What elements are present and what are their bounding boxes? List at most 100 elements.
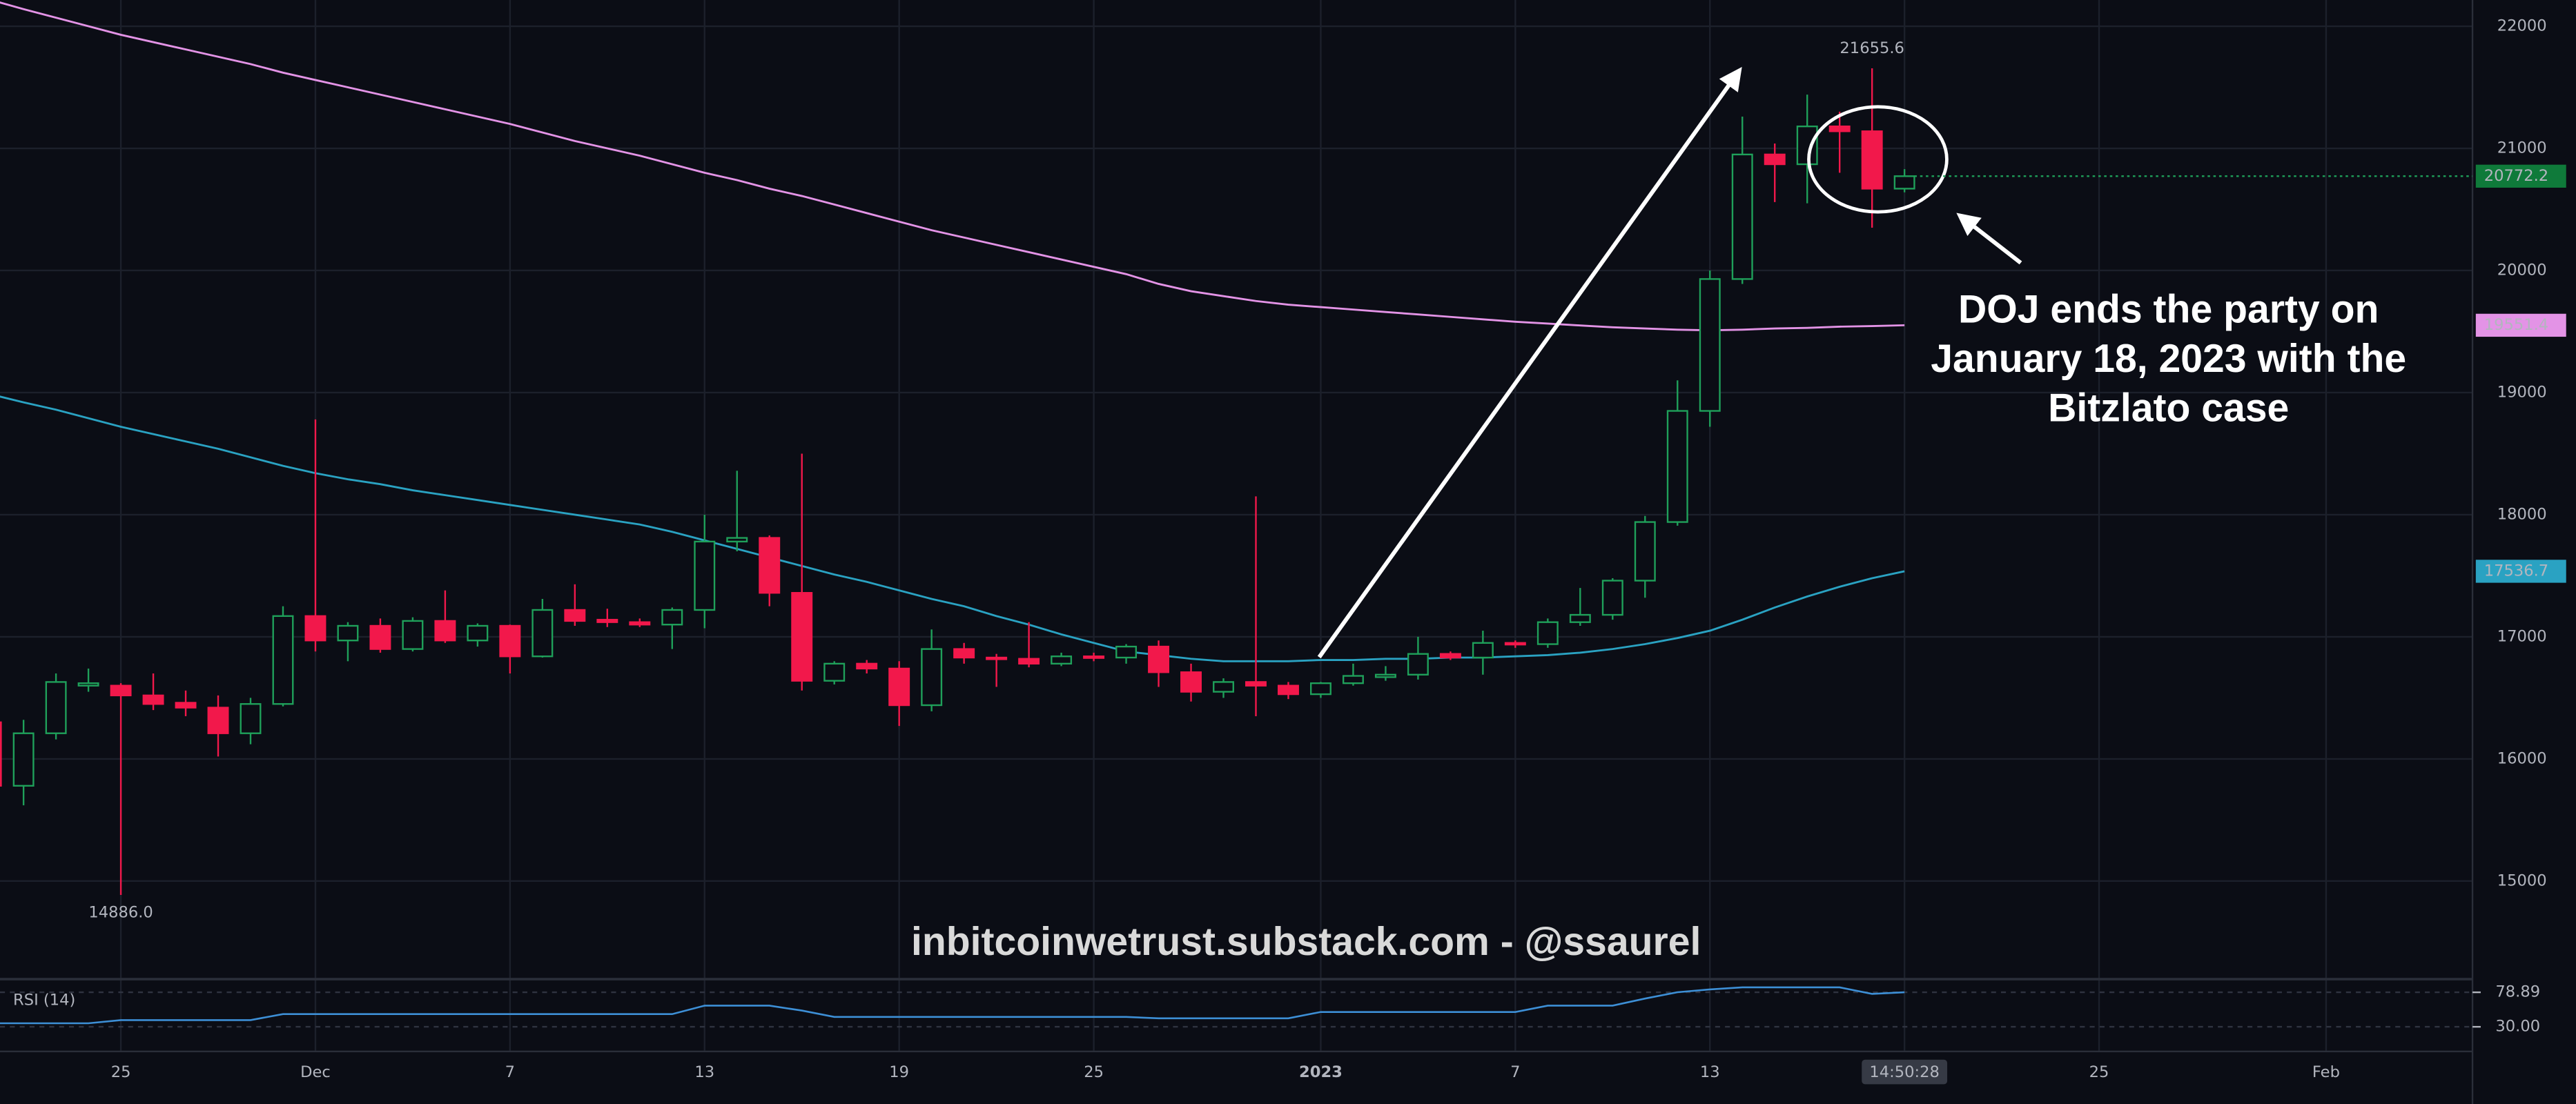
watermark: inbitcoinwetrust.substack.com - @ssaurel — [911, 920, 1701, 964]
rsi-line — [0, 986, 1905, 1025]
candle-body — [953, 648, 975, 659]
candle-body — [629, 621, 651, 626]
candle-body — [1083, 656, 1105, 659]
candle-body — [1504, 642, 1526, 646]
price-label: 19551.4 — [2484, 316, 2548, 334]
candle-body — [1148, 645, 1170, 673]
price-label-box — [2475, 313, 2566, 337]
candle-body — [272, 615, 294, 705]
highlight-circle — [1807, 105, 1949, 214]
pointer-arrow — [1956, 213, 2022, 265]
y-tick-label: 19000 — [2497, 383, 2547, 401]
candle-body — [77, 682, 99, 687]
x-tick-label: 25 — [1084, 1063, 1104, 1081]
trend-arrow — [1317, 67, 1742, 659]
candle-body — [1699, 278, 1721, 412]
candle-body — [726, 537, 748, 543]
candle-body — [1115, 645, 1138, 659]
candle-body — [1342, 675, 1364, 684]
x-tick-label: 7 — [1510, 1063, 1520, 1081]
candle-body — [1439, 653, 1461, 659]
candle-body — [45, 681, 67, 734]
y-tick-label: 16000 — [2497, 749, 2547, 767]
candle-body — [1245, 681, 1267, 687]
y-tick-label: 15000 — [2497, 871, 2547, 889]
x-tick-label: 25 — [2089, 1063, 2109, 1081]
candle-body — [694, 540, 716, 611]
candle-body — [110, 684, 132, 697]
x-tick-label: 13 — [1700, 1063, 1720, 1081]
candle-body — [856, 662, 878, 670]
annotation-line: DOJ ends the party on — [1958, 287, 2379, 331]
candle-body — [1536, 621, 1559, 645]
annotation-line: Bitzlato case — [2048, 386, 2289, 430]
high-label: 21655.6 — [1840, 39, 1904, 57]
candle-body — [142, 694, 164, 705]
candle-body — [1018, 658, 1040, 665]
x-tick-label: 25 — [111, 1063, 131, 1081]
x-tick-label: 14:50:28 — [1869, 1063, 1940, 1081]
candle-body — [1180, 671, 1202, 693]
annotation-line: January 18, 2023 with the — [1931, 337, 2406, 381]
candle-body — [759, 537, 781, 594]
price-label-box — [2475, 560, 2566, 583]
candle-body — [1828, 125, 1851, 132]
candle-body — [1764, 153, 1786, 166]
candle-body — [823, 662, 846, 682]
candle-body — [434, 620, 456, 642]
current-price-label: 20772.2 — [2484, 167, 2548, 185]
candle-body — [1374, 673, 1396, 678]
candle-body — [1731, 153, 1753, 280]
candle-body — [661, 609, 683, 626]
candle-body — [1213, 681, 1234, 693]
y-tick-label: 17000 — [2497, 627, 2547, 645]
candle-body — [12, 732, 35, 787]
candle-body — [207, 707, 229, 734]
candle-body — [1278, 684, 1299, 696]
rsi-tick-label: 30.00 — [2495, 1018, 2540, 1036]
candle-body — [1634, 521, 1656, 582]
candle-body — [1601, 580, 1623, 616]
candle-body — [1051, 656, 1073, 665]
x-tick-label: Feb — [2312, 1063, 2340, 1081]
crosshair-time-box — [1862, 1059, 1948, 1085]
moving-average — [0, 1, 1905, 332]
candle-body — [791, 592, 813, 682]
y-tick-label: 20000 — [2497, 261, 2547, 279]
candle-body — [304, 615, 326, 642]
candle-body — [1796, 125, 1818, 166]
x-tick-label: 13 — [694, 1063, 714, 1081]
marks — [0, 1, 1915, 1025]
rsi-title: RSI (14) — [13, 991, 75, 1009]
candle-body — [1309, 682, 1331, 696]
rsi-tick-label: 78.89 — [2495, 983, 2540, 1001]
y-tick-label: 21000 — [2497, 139, 2547, 157]
candle-body — [888, 667, 910, 707]
current-price-box — [2475, 164, 2566, 188]
candle-body — [564, 609, 586, 622]
annotations: DOJ ends the party on January 18, 2023 w… — [13, 17, 2566, 1085]
candle-body — [531, 609, 554, 658]
candle-body — [240, 703, 262, 734]
x-tick-label: 2023 — [1299, 1063, 1343, 1081]
candle-body — [1666, 410, 1688, 523]
price-label: 17536.7 — [2484, 562, 2548, 580]
y-tick-label: 18000 — [2497, 505, 2547, 523]
x-tick-label: 7 — [505, 1063, 515, 1081]
candle-body — [467, 624, 489, 642]
candle-body — [1893, 175, 1915, 190]
low-label: 14886.0 — [88, 904, 153, 922]
candle-body — [175, 702, 197, 709]
x-tick-label: 19 — [889, 1063, 909, 1081]
candle-body — [1569, 613, 1591, 623]
candle-body — [369, 624, 391, 650]
moving-average — [0, 395, 1905, 662]
candle-body — [1861, 130, 1883, 190]
candle-body — [921, 648, 943, 707]
candle-body — [499, 624, 521, 658]
candle-body — [596, 618, 618, 623]
x-tick-label: Dec — [300, 1063, 331, 1081]
